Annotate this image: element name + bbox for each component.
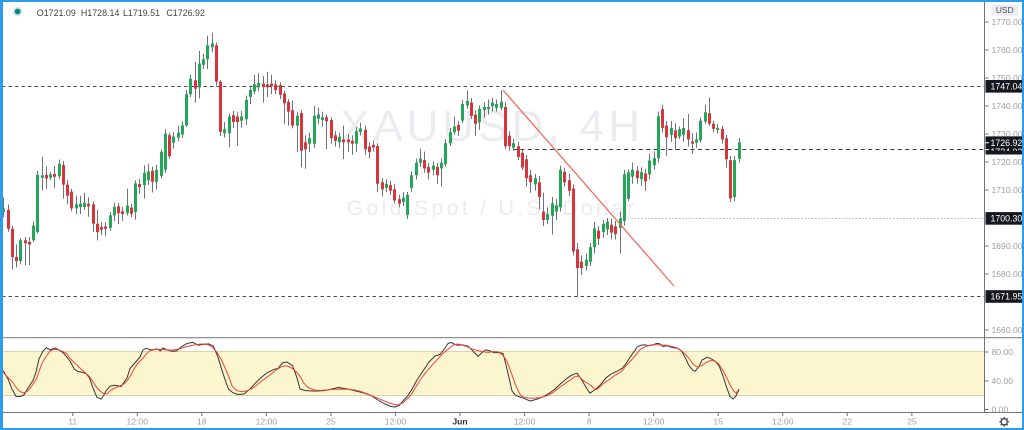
svg-text:12:00: 12:00: [385, 417, 407, 427]
svg-text:1726.92: 1726.92: [991, 138, 1023, 148]
svg-text:1700.30: 1700.30: [991, 214, 1023, 224]
svg-text:Jun: Jun: [452, 417, 467, 427]
svg-text:1720.00: 1720.00: [992, 157, 1023, 167]
svg-text:C1726.92: C1726.92: [166, 8, 205, 18]
svg-text:1690.00: 1690.00: [992, 241, 1023, 251]
svg-text:1680.00: 1680.00: [992, 269, 1023, 279]
svg-text:1660.00: 1660.00: [992, 325, 1023, 335]
svg-text:40.00: 40.00: [992, 376, 1014, 386]
svg-text:Gold Spot / U.S. Dollar: Gold Spot / U.S. Dollar: [346, 196, 637, 220]
svg-text:12:00: 12:00: [256, 417, 278, 427]
svg-text:12:00: 12:00: [643, 417, 665, 427]
svg-text:15: 15: [713, 417, 723, 427]
svg-text:1747.04: 1747.04: [991, 82, 1023, 92]
svg-text:12:00: 12:00: [126, 417, 148, 427]
svg-text:11: 11: [68, 417, 77, 427]
svg-text:12:00: 12:00: [772, 417, 794, 427]
svg-text:L1719.51: L1719.51: [123, 8, 160, 18]
svg-text:1671.95: 1671.95: [991, 292, 1023, 302]
svg-text:8: 8: [587, 417, 592, 427]
svg-text:XAUUSD, 4H: XAUUSD, 4H: [340, 102, 644, 151]
svg-text:25: 25: [907, 417, 917, 427]
svg-text:18: 18: [197, 417, 207, 427]
svg-text:1770.00: 1770.00: [992, 17, 1023, 27]
svg-text:25: 25: [326, 417, 336, 427]
svg-text:O1721.09: O1721.09: [37, 8, 76, 18]
svg-text:12:00: 12:00: [514, 417, 536, 427]
svg-text:0.00: 0.00: [992, 405, 1009, 415]
svg-text:1710.00: 1710.00: [992, 185, 1023, 195]
svg-text:USD: USD: [996, 5, 1014, 15]
svg-text:1760.00: 1760.00: [992, 45, 1023, 55]
svg-text:80.00: 80.00: [992, 347, 1014, 357]
svg-text:H1728.14: H1728.14: [81, 8, 120, 18]
svg-text:1740.00: 1740.00: [992, 101, 1023, 111]
svg-text:22: 22: [843, 417, 853, 427]
svg-text:1750.00: 1750.00: [992, 73, 1023, 83]
svg-text:1730.00: 1730.00: [992, 129, 1023, 139]
